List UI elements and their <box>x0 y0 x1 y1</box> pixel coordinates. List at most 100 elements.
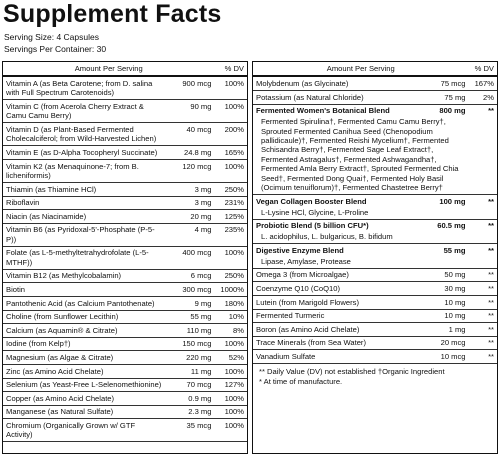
nutrient-amount: 400 mcg <box>165 246 215 270</box>
nutrient-amount: 10 mg <box>415 309 469 324</box>
nutrient-name: Manganese (as Natural Sulfate) <box>3 405 166 420</box>
nutrient-row: Fermented Turmeric 10 mg ** <box>253 309 497 324</box>
nutrient-name: Boron (as Amino Acid Chelate) <box>253 322 416 337</box>
nutrient-name: Zinc (as Amino Acid Chelate) <box>3 364 166 379</box>
nutrient-dv: 52% <box>214 350 247 365</box>
nutrient-row: Pantothenic Acid (as Calcium Pantothenat… <box>3 296 247 311</box>
blend-description: L-Lysine HCl, Glycine, L-Proline <box>253 207 469 220</box>
nutrient-amount: 800 mg <box>439 106 466 116</box>
nutrient-dv: 127% <box>214 378 247 393</box>
facts-table: Amount Per Serving% DV Molybdenum (as Gly… <box>253 62 497 364</box>
nutrient-row: Folate (as L-5-methyltetrahydrofolate (L… <box>3 246 247 270</box>
nutrient-amount: 4 mg <box>165 223 215 247</box>
nutrient-amount: 30 mg <box>415 281 469 296</box>
nutrient-amount: 900 mcg <box>165 76 215 101</box>
nutrient-dv: 250% <box>214 182 247 197</box>
nutrient-row: Vegan Collagen Booster Blend 100 mg ** <box>253 195 497 208</box>
nutrient-name: Chromium (Organically Grown w/ GTF Activ… <box>3 418 166 443</box>
nutrient-dv: 2% <box>468 90 497 105</box>
nutrient-name: Vitamin D (as Plant-Based Fermented Chol… <box>3 122 166 147</box>
nutrient-name: Vanadium Sulfate <box>253 349 416 364</box>
nutrient-dv: 100% <box>214 405 247 420</box>
nutrient-row: Niacin (as Niacinamide) 20 mg 125% <box>3 209 247 224</box>
nutrient-amount: 2.3 mg <box>165 405 215 420</box>
nutrient-name: Fermented Turmeric <box>253 309 416 324</box>
blend-description-spacer <box>468 117 497 196</box>
nutrient-dv: 8% <box>214 323 247 338</box>
nutrient-name: Pantothenic Acid (as Calcium Pantothenat… <box>3 296 166 311</box>
serving-size: Serving Size: 4 Capsules <box>4 32 99 42</box>
nutrient-name: Calcium (as Aquamin® & Citrate) <box>3 323 166 338</box>
nutrient-row: Vanadium Sulfate 10 mcg ** <box>253 349 497 364</box>
nutrient-name: Molybdenum (as Glycinate) <box>253 76 416 92</box>
nutrient-row: Selenium (as Yeast-Free L-Selenomethioni… <box>3 378 247 393</box>
blend-description-row: Fermented Spirulina†, Fermented Camu Cam… <box>253 117 497 196</box>
nutrient-dv: 1000% <box>214 282 247 297</box>
header-dv: % DV <box>214 62 247 78</box>
nutrient-name: Lutein (from Marigold Flowers) <box>253 295 416 310</box>
nutrient-dv: ** <box>468 268 497 283</box>
header-amount: Amount Per Serving <box>3 62 215 78</box>
nutrient-row: Coenzyme Q10 (CoQ10) 30 mg ** <box>253 281 497 296</box>
nutrient-name: Choline (from Sunflower Lecithin) <box>3 310 166 325</box>
nutrient-amount: 24.8 mg <box>165 145 215 160</box>
nutrient-name: Selenium (as Yeast-Free L-Selenomethioni… <box>3 378 166 393</box>
nutrient-row: Copper (as Amino Acid Chelate) 0.9 mg 100% <box>3 391 247 406</box>
nutrient-row: Vitamin C (from Acerola Cherry Extract &… <box>3 99 247 124</box>
header-amount: Amount Per Serving <box>253 62 469 78</box>
left-panel: Amount Per Serving% DV Vitamin A (as Beta… <box>2 61 248 454</box>
nutrient-row: Boron (as Amino Acid Chelate) 1 mg ** <box>253 322 497 337</box>
nutrient-dv: 100% <box>214 99 247 124</box>
nutrient-row: Riboflavin 3 mg 231% <box>3 196 247 211</box>
nutrient-dv: 100% <box>214 337 247 352</box>
nutrient-name: Potassium (as Natural Chloride) <box>253 90 416 105</box>
nutrient-amount: 75 mcg <box>415 76 469 92</box>
nutrient-amount: 110 mg <box>165 323 215 338</box>
nutrient-name: Iodine (from Kelp†) <box>3 337 166 352</box>
nutrient-dv: 231% <box>214 196 247 211</box>
nutrient-dv: 100% <box>214 418 247 443</box>
blend-description-spacer <box>468 256 497 269</box>
nutrient-dv: 100% <box>214 159 247 183</box>
nutrient-amount: 75 mg <box>415 90 469 105</box>
nutrient-row: Biotin 300 mcg 1000% <box>3 282 247 297</box>
nutrient-name: Vitamin C (from Acerola Cherry Extract &… <box>3 99 166 124</box>
nutrient-amount: 6 mcg <box>165 269 215 284</box>
nutrient-name: Vitamin B12 (as Methylcobalamin) <box>3 269 166 284</box>
nutrient-row: Vitamin E (as D-Alpha Tocopheryl Succina… <box>3 145 247 160</box>
nutrient-dv: ** <box>488 106 494 116</box>
nutrient-name: Omega 3 (from Microalgae) <box>253 268 416 283</box>
nutrient-row: Zinc (as Amino Acid Chelate) 11 mg 100% <box>3 364 247 379</box>
nutrient-row: Vitamin B6 (as Pyridoxal-5'-Phosphate (P… <box>3 223 247 247</box>
nutrient-row: Chromium (Organically Grown w/ GTF Activ… <box>3 418 247 443</box>
nutrient-dv: 165% <box>214 145 247 160</box>
nutrient-dv: ** <box>468 349 497 364</box>
nutrient-row: Omega 3 (from Microalgae) 50 mg ** <box>253 268 497 283</box>
nutrient-name: Vitamin B6 (as Pyridoxal-5'-Phosphate (P… <box>3 223 166 247</box>
nutrient-dv: ** <box>468 322 497 337</box>
footnotes: ** Daily Value (DV) not established †Org… <box>253 364 497 390</box>
nutrient-dv: ** <box>488 196 494 206</box>
footnote: ** Daily Value (DV) not established †Org… <box>259 366 445 376</box>
blend-description-spacer <box>468 232 497 245</box>
nutrient-amount: 50 mg <box>415 268 469 283</box>
nutrient-row: Calcium (as Aquamin® & Citrate) 110 mg 8% <box>3 323 247 338</box>
nutrient-amount: 1 mg <box>415 322 469 337</box>
nutrient-amount: 9 mg <box>165 296 215 311</box>
nutrient-name: Copper (as Amino Acid Chelate) <box>3 391 166 406</box>
nutrient-row: Iodine (from Kelp†) 150 mcg 100% <box>3 337 247 352</box>
nutrient-amount: 100 mg <box>439 196 466 206</box>
nutrient-dv: 100% <box>214 364 247 379</box>
nutrient-amount: 90 mg <box>165 99 215 124</box>
nutrient-dv: ** <box>468 295 497 310</box>
nutrient-dv: 100% <box>214 246 247 270</box>
nutrient-amount: 10 mg <box>415 295 469 310</box>
nutrient-name: Riboflavin <box>3 196 166 211</box>
nutrient-row: Digestive Enzyme Blend 55 mg ** <box>253 244 497 257</box>
nutrient-dv: ** <box>468 336 497 351</box>
nutrient-amount: 150 mcg <box>165 337 215 352</box>
nutrient-name: Vitamin A (as Beta Carotene; from D. sal… <box>3 76 166 101</box>
nutrient-row: Molybdenum (as Glycinate) 75 mcg 167% <box>253 76 497 92</box>
nutrient-name: Magnesium (as Algae & Citrate) <box>3 350 166 365</box>
blend-description-spacer <box>468 207 497 220</box>
